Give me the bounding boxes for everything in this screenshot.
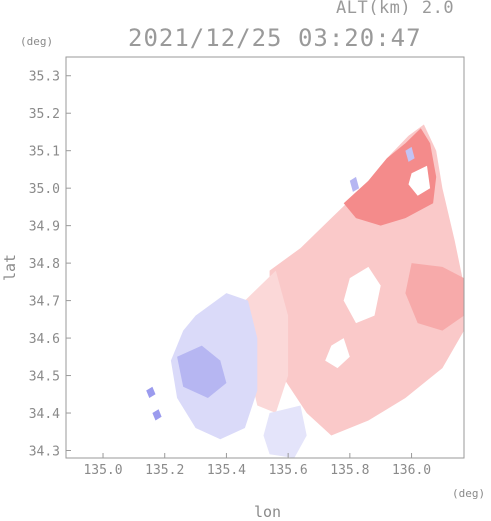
echo-gap-2: [408, 165, 431, 196]
echo-region-negative-9: [349, 176, 360, 192]
y-tick-label: 35.3: [29, 70, 60, 85]
x-unit-label: (deg): [452, 487, 486, 500]
echo-gap-1: [325, 338, 350, 369]
echo-regions: [146, 124, 464, 458]
y-ticks: 34.3 34.4 34.5 34.6 34.7 34.8 34.9 35.0 35.1 35.2…: [29, 70, 71, 460]
x-tick-label: 135.2: [145, 463, 184, 478]
x-tick-label: 135.8: [330, 463, 369, 478]
y-tick-label: 34.8: [29, 257, 60, 272]
y-tick-label: 34.6: [29, 332, 60, 347]
x-tick-label: 135.4: [207, 463, 246, 478]
echo-region-positive-2: [405, 263, 464, 331]
x-ticks: 135.0 135.2 135.4 135.6 135.8 136.0: [83, 453, 431, 478]
echo-region-negative-6: [263, 405, 307, 458]
y-tick-label: 35.2: [29, 107, 60, 122]
y-tick-label: 34.4: [29, 407, 60, 422]
y-tick-label: 34.7: [29, 295, 60, 310]
y-tick-label: 34.3: [29, 445, 60, 460]
echo-region-negative-7: [146, 386, 156, 398]
y-tick-label: 35.1: [29, 145, 60, 160]
echo-region-negative-10: [405, 146, 415, 162]
y-tick-label: 34.9: [29, 220, 60, 235]
x-tick-label: 135.0: [83, 463, 122, 478]
echo-region-negative-5: [177, 345, 227, 398]
plot-frame: [65, 56, 465, 459]
timestamp-title: 2021/12/25 03:20:47: [128, 24, 422, 52]
y-unit-label: (deg): [20, 35, 54, 48]
echo-region-negative-8: [152, 409, 162, 421]
altitude-label: ALT(km) 2.0: [336, 0, 455, 18]
echo-gap-0: [343, 266, 381, 324]
x-tick-label: 135.6: [269, 463, 308, 478]
y-tick-label: 34.5: [29, 370, 60, 385]
x-tick-label: 136.0: [392, 463, 431, 478]
x-axis-label: lon: [254, 503, 282, 521]
y-tick-label: 35.0: [29, 182, 60, 197]
